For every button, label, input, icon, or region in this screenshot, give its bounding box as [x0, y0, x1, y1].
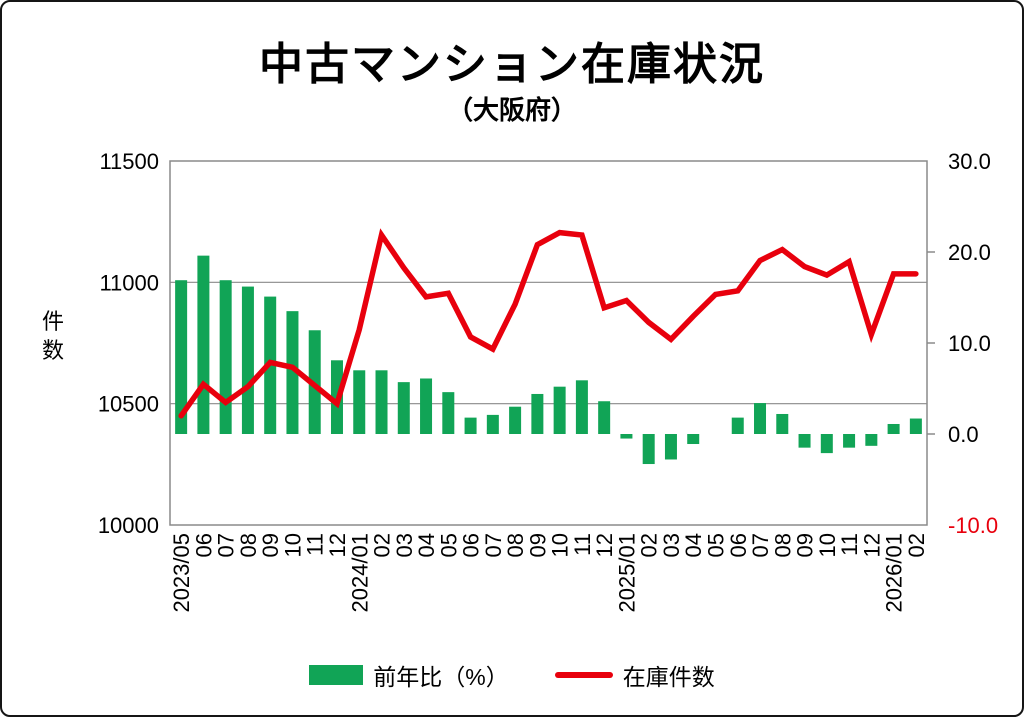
yoy-bars	[175, 255, 922, 465]
bar-09	[531, 393, 544, 434]
inventory-line	[178, 228, 919, 419]
bar-09	[798, 434, 811, 448]
bar-07	[219, 280, 232, 434]
bar-10	[820, 434, 833, 454]
bar-05	[442, 392, 455, 434]
svg-text:10500: 10500	[98, 392, 159, 417]
chart-title: 中古マンション在庫状況	[259, 40, 765, 89]
svg-text:12: 12	[592, 533, 617, 557]
bar-07	[754, 403, 767, 434]
chart-subtitle: （大阪府）	[446, 95, 577, 125]
bar-06	[731, 417, 744, 434]
legend-item-yoy: 前年比（%）	[309, 658, 509, 692]
bar-06	[464, 417, 477, 434]
svg-text:11: 11	[837, 533, 862, 556]
bar-03	[397, 382, 410, 434]
svg-text:04: 04	[681, 533, 706, 557]
svg-text:11: 11	[570, 533, 595, 556]
bar-series-label: 前年比（%）	[373, 664, 509, 690]
svg-text:10: 10	[280, 533, 305, 557]
line-series-swatch	[554, 672, 613, 678]
bar-12	[865, 434, 878, 446]
svg-text:2023/05: 2023/05	[169, 533, 194, 613]
svg-text:0.0: 0.0	[948, 422, 979, 447]
bar-2023/05	[175, 280, 188, 434]
svg-text:10.0: 10.0	[948, 331, 991, 356]
left-axis-labels: 11500 11000 10500 10000	[98, 149, 159, 538]
svg-text:08: 08	[503, 533, 528, 557]
x-axis-labels: 2023/05060708091011122024/01020304050607…	[169, 533, 929, 613]
bar-08	[241, 286, 254, 434]
bar-series-swatch	[309, 665, 364, 685]
svg-text:10000: 10000	[98, 513, 159, 538]
svg-text:09: 09	[793, 533, 818, 557]
svg-text:06: 06	[726, 533, 751, 557]
svg-text:11000: 11000	[99, 270, 159, 295]
svg-text:07: 07	[481, 533, 506, 557]
svg-text:02: 02	[904, 533, 929, 557]
svg-text:05: 05	[436, 533, 461, 557]
svg-text:10: 10	[815, 533, 840, 557]
svg-text:07: 07	[748, 533, 773, 557]
svg-text:10: 10	[548, 533, 573, 557]
right-axis-ticks	[927, 251, 935, 435]
plot-border	[169, 160, 928, 526]
svg-text:06: 06	[459, 533, 484, 557]
svg-text:05: 05	[703, 533, 728, 557]
bar-11	[575, 380, 588, 434]
svg-text:08: 08	[236, 533, 261, 557]
bar-04	[687, 434, 700, 445]
svg-text:2026/01: 2026/01	[882, 533, 907, 613]
left-axis-title: 件数	[42, 309, 65, 363]
bar-11	[843, 434, 856, 448]
svg-text:20.0: 20.0	[948, 240, 991, 265]
svg-text:11500: 11500	[99, 149, 159, 174]
bar-04	[420, 378, 433, 434]
svg-text:2024/01: 2024/01	[347, 533, 372, 613]
svg-text:11: 11	[303, 533, 328, 556]
svg-text:2025/01: 2025/01	[614, 533, 639, 613]
bar-2025/01	[620, 434, 633, 439]
legend: 前年比（%） 在庫件数	[2, 658, 1022, 692]
bar-02	[642, 434, 655, 465]
bar-02	[909, 418, 922, 434]
bar-2026/01	[887, 423, 900, 434]
bar-08	[776, 413, 789, 434]
svg-text:06: 06	[191, 533, 216, 557]
svg-text:03: 03	[659, 533, 684, 557]
svg-text:02: 02	[370, 533, 395, 557]
svg-text:12: 12	[325, 533, 350, 557]
bar-03	[664, 434, 677, 460]
bar-02	[375, 370, 388, 434]
svg-text:09: 09	[525, 533, 550, 557]
svg-text:30.0: 30.0	[948, 149, 991, 174]
gridlines	[170, 281, 927, 405]
bar-08	[509, 406, 522, 434]
svg-text:08: 08	[770, 533, 795, 557]
svg-text:07: 07	[214, 533, 239, 557]
bar-10	[286, 311, 299, 434]
line-series-label: 在庫件数	[622, 664, 715, 690]
bar-12	[598, 401, 611, 434]
right-axis-labels: 30.0 20.0 10.0 0.0 -10.0	[948, 149, 998, 538]
legend-item-inventory: 在庫件数	[554, 658, 715, 692]
svg-text:09: 09	[258, 533, 283, 557]
svg-text:04: 04	[414, 533, 439, 557]
bar-10	[553, 386, 566, 434]
svg-text:-10.0: -10.0	[948, 513, 998, 538]
svg-text:03: 03	[392, 533, 417, 557]
svg-text:12: 12	[859, 533, 884, 557]
bar-06	[197, 255, 210, 434]
bar-07	[486, 414, 499, 434]
bar-2024/01	[353, 370, 366, 434]
svg-text:02: 02	[637, 533, 662, 557]
